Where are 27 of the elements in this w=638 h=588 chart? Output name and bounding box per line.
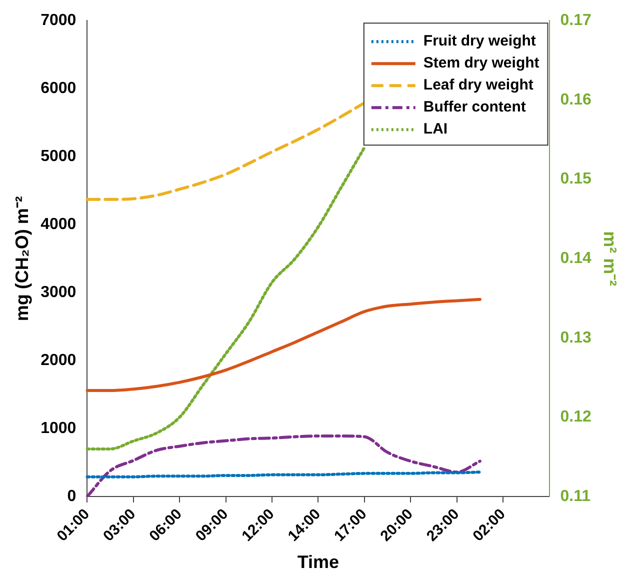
legend-label: Leaf dry weight: [423, 76, 534, 94]
y2-tick-label: 0.16: [560, 91, 592, 108]
y2-tick-label: 0.17: [560, 12, 592, 30]
y-axis-title: mg (CH₂O) m⁻²: [12, 196, 32, 322]
y2-tick-label: 0.14: [560, 250, 592, 267]
legend-label: Fruit dry weight: [423, 32, 536, 50]
y-tick-label: 4000: [40, 216, 76, 233]
legend-label: Buffer content: [423, 98, 526, 116]
line-series: [86, 434, 482, 497]
line-series: [86, 146, 366, 450]
y-tick-label: 3000: [40, 284, 76, 301]
y-tick-label: 2000: [40, 352, 76, 369]
y-tick-label: 6000: [40, 80, 76, 97]
legend-label: LAI: [423, 120, 448, 138]
y-tick-label: 1000: [40, 420, 76, 437]
y2-tick-label: 0.11: [560, 488, 591, 505]
y2-axis-title: m² m⁻²: [600, 231, 620, 286]
y2-tick-label: 0.13: [560, 329, 592, 346]
legend-label: Stem dry weight: [423, 54, 540, 72]
line-series: [86, 101, 366, 201]
line-series: [86, 298, 482, 392]
y2-tick-label: 0.15: [560, 170, 592, 188]
y-tick-label: 7000: [40, 12, 76, 30]
y-tick-label: 0: [67, 488, 76, 505]
y2-tick-label: 0.12: [560, 408, 592, 426]
y-tick-label: 5000: [40, 148, 76, 165]
x-axis-title: Time: [297, 552, 340, 572]
